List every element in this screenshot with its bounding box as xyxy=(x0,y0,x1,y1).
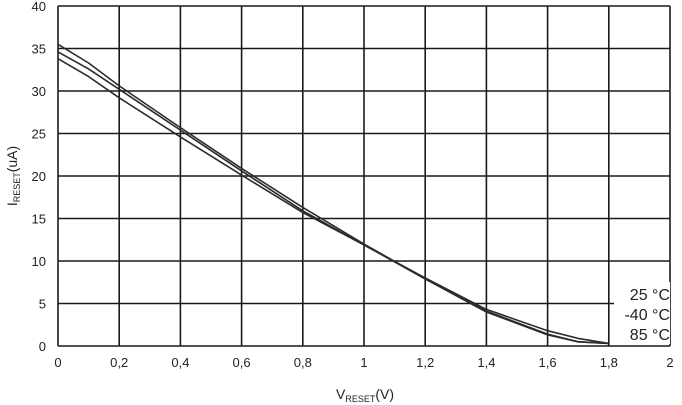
y-tick-labels: 0 5 10 15 20 25 30 35 40 xyxy=(32,0,46,354)
series-line-0 xyxy=(57,51,609,345)
y-tick-label: 40 xyxy=(32,0,46,14)
y-tick-label: 15 xyxy=(32,212,46,227)
series-line-1 xyxy=(57,43,609,345)
x-tick-label: 0,4 xyxy=(171,355,189,370)
x-tick-label: 1 xyxy=(360,355,367,370)
legend-entry-minus40c: -40 °C xyxy=(624,307,670,324)
x-tick-label: 1,4 xyxy=(477,355,495,370)
series-lines xyxy=(57,43,609,345)
y-tick-label: 10 xyxy=(32,254,46,269)
y-axis-title: IRESET(uA) xyxy=(4,146,22,206)
x-tick-label: 0,6 xyxy=(233,355,251,370)
legend-background xyxy=(614,282,670,344)
y-tick-label: 35 xyxy=(32,42,46,57)
x-tick-label: 1,8 xyxy=(600,355,618,370)
y-tick-label: 5 xyxy=(39,297,46,312)
y-tick-label: 20 xyxy=(32,169,46,184)
y-tick-label: 30 xyxy=(32,84,46,99)
x-axis-title: VRESET(V) xyxy=(336,386,394,404)
y-tick-label: 25 xyxy=(32,127,46,142)
x-tick-label: 1,6 xyxy=(539,355,557,370)
x-tick-label: 2 xyxy=(666,355,673,370)
legend: 25 °C -40 °C 85 °C xyxy=(614,282,670,344)
series-line-2 xyxy=(57,58,609,345)
x-tick-label: 0,8 xyxy=(294,355,312,370)
x-tick-labels: 0 0,2 0,4 0,6 0,8 1 1,2 1,4 1,6 1,8 2 xyxy=(54,355,673,370)
x-tick-label: 0,2 xyxy=(110,355,128,370)
x-tick-label: 1,2 xyxy=(416,355,434,370)
legend-entry-85c: 85 °C xyxy=(630,327,670,344)
y-tick-label: 0 xyxy=(39,339,46,354)
x-tick-label: 0 xyxy=(54,355,61,370)
grid xyxy=(57,5,671,347)
legend-entry-25c: 25 °C xyxy=(630,287,670,304)
